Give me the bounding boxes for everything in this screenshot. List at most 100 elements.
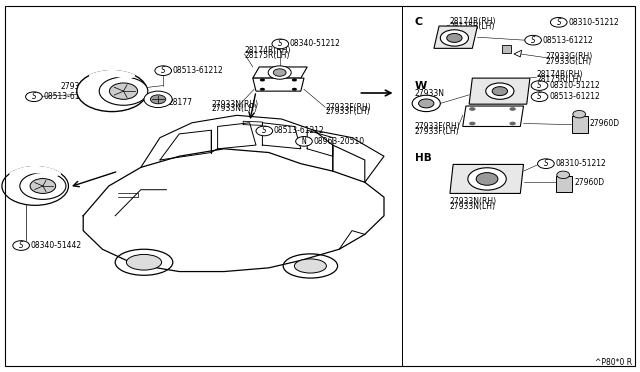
Text: 28175R(LH): 28175R(LH)	[536, 75, 582, 84]
Polygon shape	[450, 164, 524, 193]
Circle shape	[260, 88, 265, 91]
Bar	[572, 116, 588, 133]
Wedge shape	[10, 167, 61, 177]
Text: 28174R(RH): 28174R(RH)	[450, 17, 497, 26]
Text: 08513-61212: 08513-61212	[173, 66, 223, 75]
Text: W: W	[415, 81, 427, 90]
Circle shape	[469, 107, 476, 111]
Text: S: S	[161, 66, 166, 75]
Text: 27933N(LH): 27933N(LH)	[211, 105, 257, 113]
Circle shape	[550, 17, 567, 27]
Wedge shape	[90, 71, 134, 80]
Polygon shape	[514, 50, 522, 57]
Ellipse shape	[127, 254, 161, 270]
Circle shape	[77, 71, 147, 112]
Circle shape	[492, 87, 508, 96]
Circle shape	[109, 83, 138, 99]
Circle shape	[13, 241, 29, 250]
Text: 08963-20510: 08963-20510	[314, 137, 365, 146]
Text: 27933N: 27933N	[415, 89, 445, 97]
Text: 27933N(LH): 27933N(LH)	[450, 202, 496, 211]
Circle shape	[155, 66, 172, 76]
Text: ^P80*0 R: ^P80*0 R	[595, 358, 632, 367]
Circle shape	[469, 122, 476, 125]
Text: S: S	[556, 18, 561, 27]
Text: 27960D: 27960D	[589, 119, 620, 128]
Text: 27933F(RH): 27933F(RH)	[415, 122, 460, 131]
Text: 28174R(RH): 28174R(RH)	[244, 46, 291, 55]
Circle shape	[509, 122, 516, 125]
Text: S: S	[278, 39, 283, 48]
Circle shape	[20, 173, 66, 199]
Text: HB: HB	[415, 153, 431, 163]
Text: 08340-51442: 08340-51442	[31, 241, 82, 250]
Circle shape	[557, 171, 570, 179]
Text: 27933G(LH): 27933G(LH)	[546, 57, 592, 66]
Circle shape	[509, 107, 516, 111]
Bar	[556, 176, 572, 192]
Circle shape	[2, 167, 68, 205]
Polygon shape	[253, 78, 304, 91]
Text: 08310-51212: 08310-51212	[556, 159, 606, 168]
Circle shape	[531, 92, 548, 102]
Bar	[502, 45, 511, 53]
Text: 27933N(RH): 27933N(RH)	[211, 100, 259, 109]
Text: 08340-51212: 08340-51212	[290, 39, 340, 48]
Text: S: S	[262, 126, 267, 135]
Text: 08310-51212: 08310-51212	[549, 81, 600, 90]
Circle shape	[412, 95, 440, 112]
Text: S: S	[531, 36, 536, 45]
Circle shape	[292, 78, 297, 81]
Circle shape	[296, 137, 312, 146]
Text: 27933G(RH): 27933G(RH)	[546, 52, 593, 61]
Circle shape	[268, 66, 291, 79]
Circle shape	[468, 168, 506, 190]
Text: 27933F(LH): 27933F(LH)	[415, 127, 460, 136]
Circle shape	[99, 77, 148, 105]
Circle shape	[256, 126, 273, 136]
Text: 28177: 28177	[169, 98, 193, 107]
Polygon shape	[434, 26, 477, 48]
Text: 08513-61212: 08513-61212	[549, 92, 600, 101]
Circle shape	[292, 88, 297, 91]
Ellipse shape	[294, 259, 326, 273]
Polygon shape	[463, 106, 524, 126]
Text: S: S	[31, 92, 36, 101]
Ellipse shape	[283, 254, 338, 278]
Text: 27933N(RH): 27933N(RH)	[450, 197, 497, 206]
Text: 08513-61012: 08513-61012	[44, 92, 94, 101]
Circle shape	[573, 110, 586, 118]
Text: S: S	[537, 92, 542, 101]
Text: 27933F(LH): 27933F(LH)	[325, 108, 370, 116]
Circle shape	[538, 159, 554, 169]
Text: S: S	[543, 159, 548, 168]
Circle shape	[260, 78, 265, 81]
Text: 28174R(RH): 28174R(RH)	[536, 70, 583, 79]
Text: C: C	[415, 17, 423, 27]
Polygon shape	[469, 78, 530, 104]
Circle shape	[144, 91, 172, 108]
Text: 27933F(RH): 27933F(RH)	[325, 103, 371, 112]
Text: 27960D: 27960D	[575, 178, 605, 187]
Text: S: S	[19, 241, 24, 250]
Circle shape	[440, 30, 468, 46]
Polygon shape	[253, 67, 307, 78]
Circle shape	[26, 92, 42, 102]
Circle shape	[476, 173, 498, 185]
Text: 08513-61212: 08513-61212	[543, 36, 593, 45]
Ellipse shape	[115, 249, 173, 275]
Text: 28175R(LH): 28175R(LH)	[244, 51, 290, 60]
Circle shape	[486, 83, 514, 99]
Text: N: N	[301, 137, 307, 146]
Text: S: S	[537, 81, 542, 90]
Text: 27933M: 27933M	[60, 82, 91, 91]
Circle shape	[150, 95, 166, 104]
Text: 27933: 27933	[10, 177, 35, 186]
Text: 08513-61212: 08513-61212	[274, 126, 324, 135]
Text: 08310-51212: 08310-51212	[568, 18, 619, 27]
Circle shape	[525, 35, 541, 45]
Circle shape	[419, 99, 434, 108]
Text: 28175R(LH): 28175R(LH)	[450, 22, 495, 31]
Circle shape	[531, 81, 548, 90]
Circle shape	[447, 33, 462, 42]
